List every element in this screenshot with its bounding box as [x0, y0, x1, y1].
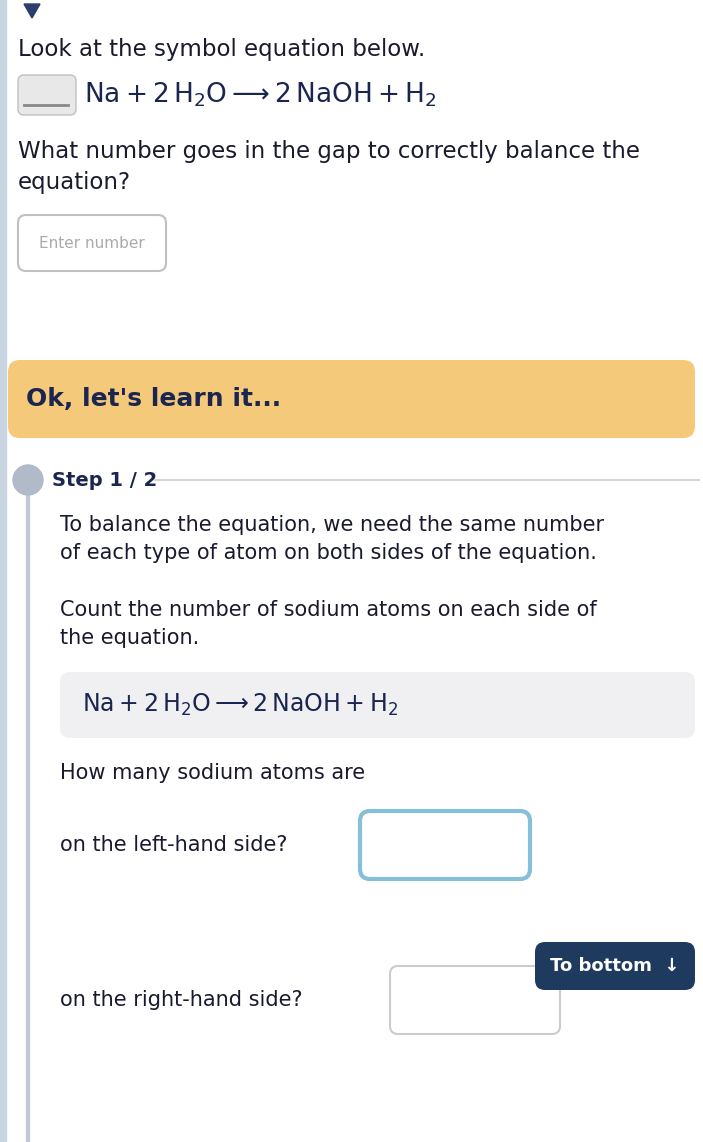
Text: Enter number: Enter number	[39, 235, 145, 250]
FancyBboxPatch shape	[18, 215, 166, 271]
Text: To balance the equation, we need the same number
of each type of atom on both si: To balance the equation, we need the sam…	[60, 515, 604, 563]
FancyBboxPatch shape	[8, 360, 695, 439]
Text: Ok, let's learn it...: Ok, let's learn it...	[26, 387, 281, 411]
Text: How many sodium atoms are: How many sodium atoms are	[60, 763, 365, 783]
FancyBboxPatch shape	[390, 966, 560, 1034]
Text: Enter number: Enter number	[422, 992, 528, 1007]
Polygon shape	[24, 5, 40, 18]
FancyBboxPatch shape	[360, 811, 530, 879]
Text: Enter number: Enter number	[392, 837, 498, 852]
Text: $\mathrm{Na} + 2\,\mathrm{H_2O} \longrightarrow 2\,\mathrm{NaOH} + \mathrm{H_2}$: $\mathrm{Na} + 2\,\mathrm{H_2O} \longrig…	[84, 81, 437, 110]
Text: on the left-hand side?: on the left-hand side?	[60, 835, 288, 855]
FancyBboxPatch shape	[60, 671, 695, 738]
Circle shape	[13, 465, 43, 494]
Text: To bottom  ↓: To bottom ↓	[550, 957, 680, 975]
Text: Step 1 / 2: Step 1 / 2	[52, 471, 157, 490]
Text: Count the number of sodium atoms on each side of
the equation.: Count the number of sodium atoms on each…	[60, 600, 597, 648]
Text: on the right-hand side?: on the right-hand side?	[60, 990, 302, 1010]
Bar	[0, 0, 6, 1142]
Text: What number goes in the gap to correctly balance the
equation?: What number goes in the gap to correctly…	[18, 140, 640, 194]
Text: Look at the symbol equation below.: Look at the symbol equation below.	[18, 38, 425, 61]
Text: $\mathrm{Na} + 2\,\mathrm{H_2O} \longrightarrow 2\,\mathrm{NaOH} + \mathrm{H_2}$: $\mathrm{Na} + 2\,\mathrm{H_2O} \longrig…	[82, 692, 398, 718]
FancyBboxPatch shape	[535, 942, 695, 990]
FancyBboxPatch shape	[18, 75, 76, 115]
